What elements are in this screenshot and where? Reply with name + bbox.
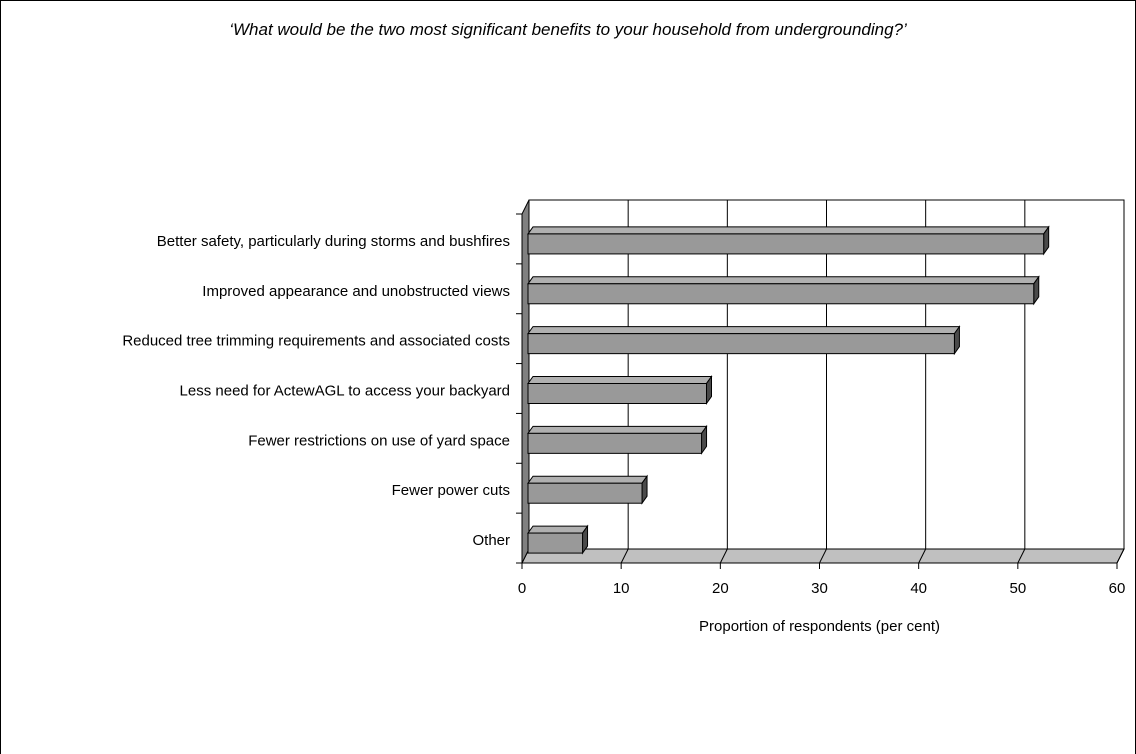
chart-title: ‘What would be the two most significant … [229, 20, 907, 39]
bar-top-face [527, 326, 961, 335]
category-label: Better safety, particularly during storm… [157, 233, 510, 250]
bar [527, 383, 707, 404]
x-tick-label: 0 [518, 580, 526, 597]
floor-gridline [620, 548, 629, 564]
floor-gridline [918, 548, 927, 564]
x-tick-label: 60 [1109, 580, 1126, 597]
plot-side-wall [521, 199, 530, 564]
category-label: Less need for ActewAGL to access your ba… [180, 383, 510, 400]
x-tick-label: 10 [613, 580, 630, 597]
category-label: Fewer power cuts [392, 482, 510, 499]
bar [527, 233, 1045, 255]
category-label: Reduced tree trimming requirements and a… [122, 333, 510, 350]
bar-top-face [527, 276, 1040, 285]
x-tick-label: 30 [811, 580, 828, 597]
bar-top-face [527, 475, 649, 484]
x-tick-label: 50 [1009, 580, 1026, 597]
floor-gridline [719, 548, 728, 564]
bar [527, 283, 1035, 305]
category-label: Fewer restrictions on use of yard space [248, 432, 510, 449]
category-label: Other [472, 532, 510, 549]
bar-top-face [527, 376, 713, 384]
x-tick-label: 20 [712, 580, 729, 597]
bar-top-face [527, 425, 708, 434]
floor-gridline [819, 548, 827, 564]
bar [527, 532, 584, 554]
bar-top-face [527, 226, 1050, 235]
bar [527, 333, 955, 355]
category-label: Improved appearance and unobstructed vie… [202, 283, 510, 300]
bar-top-face [527, 525, 589, 534]
bar [527, 432, 703, 454]
floor-gridline [1116, 548, 1125, 564]
x-axis-title: Proportion of respondents (per cent) [699, 618, 940, 635]
x-tick-label: 40 [910, 580, 927, 597]
floor-gridline [1017, 548, 1026, 564]
bar [527, 482, 643, 504]
